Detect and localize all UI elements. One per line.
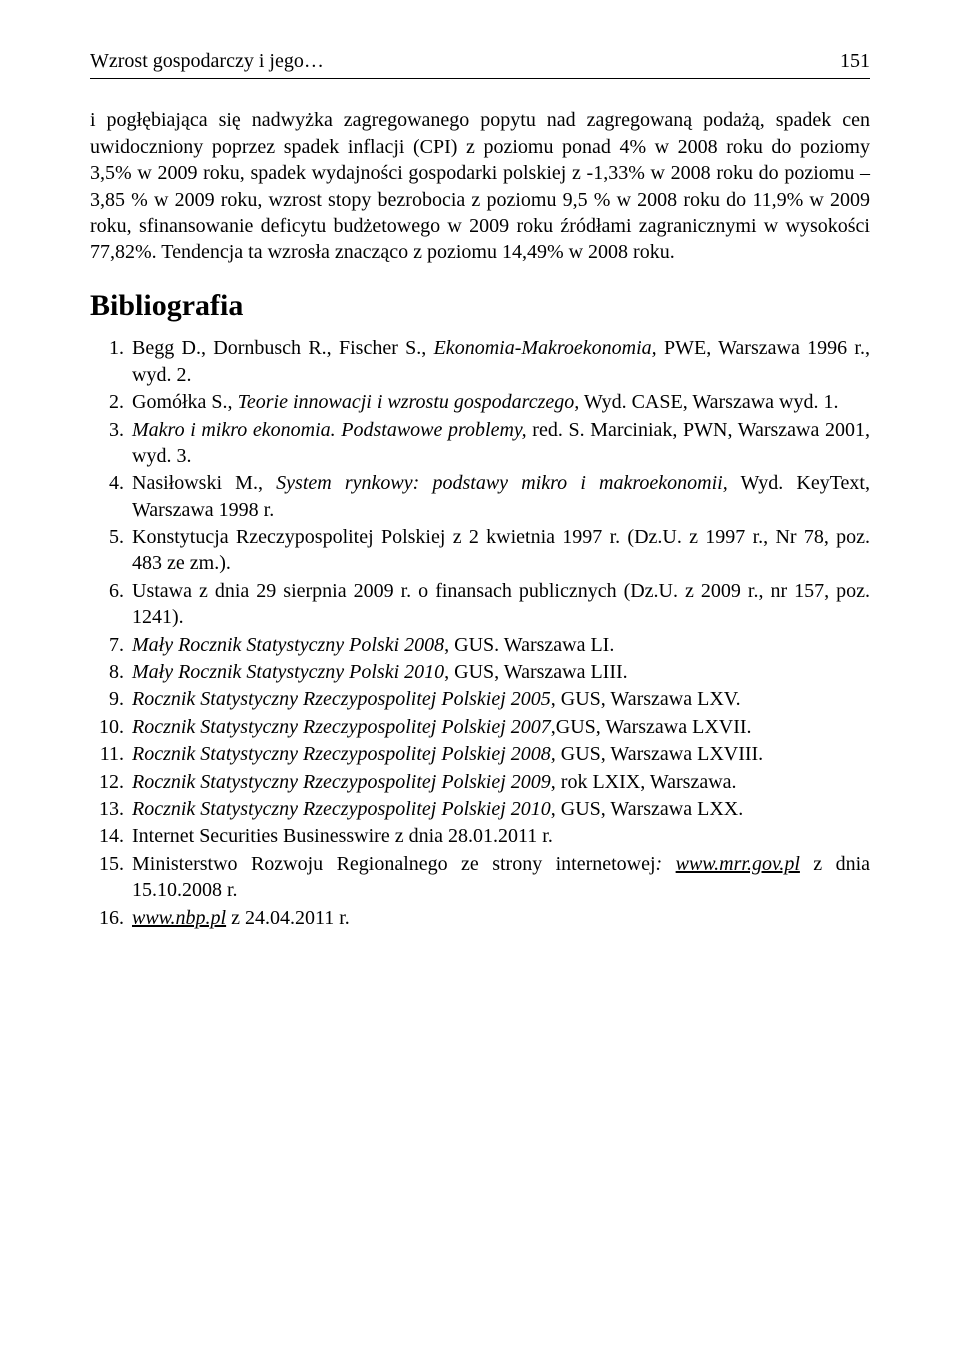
bibliography-item: www.nbp.pl z 24.04.2011 r. [90,905,870,931]
biblio-italic-text: Ekonomia-Makroekonomia, [434,337,657,359]
biblio-italic-text: Rocznik Statystyczny Rzeczypospolitej Po… [132,716,551,738]
biblio-post-text: , GUS, Warszawa LXV. [551,688,741,710]
biblio-post-text: , GUS. Warszawa LI. [444,634,614,656]
biblio-italic-text: Rocznik Statystyczny Rzeczypospolitej Po… [132,688,551,710]
biblio-pre-text: Konstytucja Rzeczypospolitej Polskiej z … [132,526,870,574]
page-number: 151 [840,48,870,74]
biblio-link[interactable]: www.nbp.pl [132,907,226,929]
biblio-italic-text: Mały Rocznik Statystyczny Polski 2008 [132,634,444,656]
bibliography-item: Gomółka S., Teorie innowacji i wzrostu g… [90,389,870,415]
running-title: Wzrost gospodarczy i jego… [90,48,324,74]
biblio-pre-text: Ministerstwo Rozwoju Regionalnego ze str… [132,853,656,875]
biblio-post-text: , rok LXIX, Warszawa. [551,771,737,793]
biblio-italic-text: Makro i mikro ekonomia. Podstawowe probl… [132,419,527,441]
biblio-pre-text: Ustawa z dnia 29 sierpnia 2009 r. o fina… [132,580,870,628]
bibliography-item: Mały Rocznik Statystyczny Polski 2008, G… [90,632,870,658]
bibliography-item: Mały Rocznik Statystyczny Polski 2010, G… [90,659,870,685]
biblio-post-text: GUS, Warszawa LXVIII. [556,743,763,765]
biblio-after-link-text: z 24.04.2011 r. [226,907,350,929]
bibliography-list: Begg D., Dornbusch R., Fischer S., Ekono… [90,335,870,931]
biblio-italic-text: : [656,853,663,875]
body-paragraph: i pogłębiająca się nadwyżka zagregowaneg… [90,107,870,265]
biblio-post-text: , GUS, Warszawa LXX. [551,798,743,820]
biblio-italic-text: Rocznik Statystyczny Rzeczypospolitej Po… [132,798,551,820]
biblio-italic-text: Mały Rocznik Statystyczny Polski 2010 [132,661,444,683]
bibliography-heading: Bibliografia [90,286,870,326]
bibliography-item: Nasiłowski M., System rynkowy: podstawy … [90,470,870,523]
biblio-pre-text: Nasiłowski M., [132,472,276,494]
bibliography-item: Rocznik Statystyczny Rzeczypospolitej Po… [90,686,870,712]
bibliography-item: Konstytucja Rzeczypospolitej Polskiej z … [90,524,870,577]
bibliography-item: Internet Securities Businesswire z dnia … [90,823,870,849]
bibliography-item: Rocznik Statystyczny Rzeczypospolitej Po… [90,741,870,767]
biblio-italic-text: Rocznik Statystyczny Rzeczypospolitej Po… [132,743,556,765]
biblio-italic-text: Rocznik Statystyczny Rzeczypospolitej Po… [132,771,551,793]
biblio-pre-text: Begg D., Dornbusch R., Fischer S., [132,337,434,359]
biblio-pre-text: Gomółka S., [132,391,238,413]
bibliography-item: Rocznik Statystyczny Rzeczypospolitej Po… [90,796,870,822]
biblio-link[interactable]: www.mrr.gov.pl [676,853,800,875]
bibliography-item: Ustawa z dnia 29 sierpnia 2009 r. o fina… [90,578,870,631]
running-header: Wzrost gospodarczy i jego… 151 [90,48,870,79]
bibliography-item: Begg D., Dornbusch R., Fischer S., Ekono… [90,335,870,388]
bibliography-item: Ministerstwo Rozwoju Regionalnego ze str… [90,851,870,904]
biblio-post-text: Wyd. CASE, Warszawa wyd. 1. [579,391,838,413]
bibliography-item: Makro i mikro ekonomia. Podstawowe probl… [90,417,870,470]
biblio-italic-text: Teorie innowacji i wzrostu gospodarczego… [238,391,580,413]
biblio-italic-text: System rynkowy: podstawy mikro i makroek… [276,472,728,494]
bibliography-item: Rocznik Statystyczny Rzeczypospolitej Po… [90,714,870,740]
bibliography-item: Rocznik Statystyczny Rzeczypospolitej Po… [90,769,870,795]
biblio-post-text: , GUS, Warszawa LIII. [444,661,628,683]
biblio-pre-text: Internet Securities Businesswire z dnia … [132,825,553,847]
biblio-post-text: ,GUS, Warszawa LXVII. [551,716,752,738]
